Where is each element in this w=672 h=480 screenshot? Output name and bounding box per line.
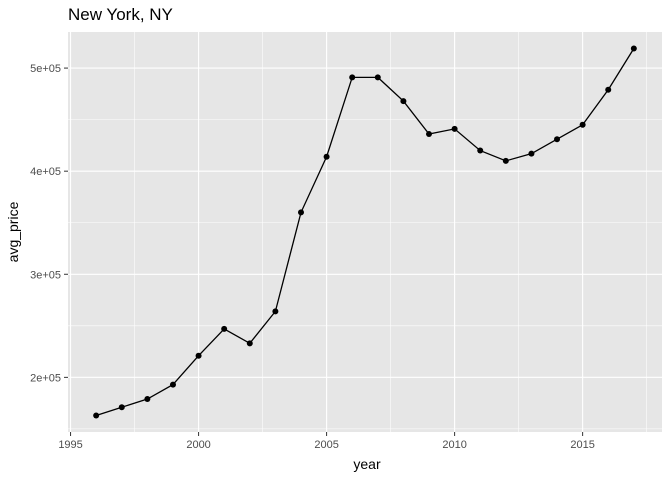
y-tick-label: 5e+05 bbox=[30, 63, 61, 75]
data-point bbox=[477, 147, 484, 154]
data-point bbox=[630, 45, 637, 52]
data-point bbox=[502, 157, 509, 164]
x-tick-label: 2005 bbox=[314, 439, 338, 451]
data-point bbox=[579, 121, 586, 128]
data-point bbox=[246, 340, 253, 347]
y-tick-label: 2e+05 bbox=[30, 372, 61, 384]
data-point bbox=[297, 209, 304, 216]
data-point bbox=[169, 381, 176, 388]
data-point bbox=[528, 150, 535, 157]
plot-panel bbox=[68, 32, 662, 432]
minor-gridlines bbox=[68, 32, 662, 432]
x-tick-label: 2000 bbox=[186, 439, 210, 451]
data-point bbox=[93, 412, 100, 419]
x-tick-label: 2010 bbox=[442, 439, 466, 451]
data-point bbox=[323, 153, 330, 160]
x-axis: 1995 2000 2005 2010 2015 bbox=[58, 432, 595, 451]
y-axis-title: avg_price bbox=[5, 201, 21, 262]
data-point bbox=[195, 352, 202, 359]
data-point bbox=[451, 125, 458, 132]
data-point bbox=[221, 325, 228, 332]
x-tick-label: 2015 bbox=[570, 439, 594, 451]
data-points bbox=[93, 45, 637, 419]
data-point bbox=[144, 396, 151, 403]
y-axis: 2e+05 3e+05 4e+05 5e+05 bbox=[30, 63, 68, 384]
series-line-avg-price bbox=[95, 48, 635, 417]
data-point bbox=[349, 74, 356, 81]
data-point bbox=[605, 86, 612, 93]
data-point bbox=[426, 131, 433, 138]
y-tick-label: 3e+05 bbox=[30, 269, 61, 281]
y-tick-label: 4e+05 bbox=[30, 166, 61, 178]
x-axis-title: year bbox=[353, 456, 381, 472]
x-tick-label: 1995 bbox=[58, 439, 82, 451]
data-point bbox=[554, 136, 561, 143]
data-point bbox=[272, 308, 279, 315]
major-gridlines bbox=[68, 32, 662, 432]
data-point bbox=[374, 74, 381, 81]
chart-title: New York, NY bbox=[68, 5, 173, 24]
data-point bbox=[118, 404, 125, 411]
data-point bbox=[400, 98, 407, 105]
